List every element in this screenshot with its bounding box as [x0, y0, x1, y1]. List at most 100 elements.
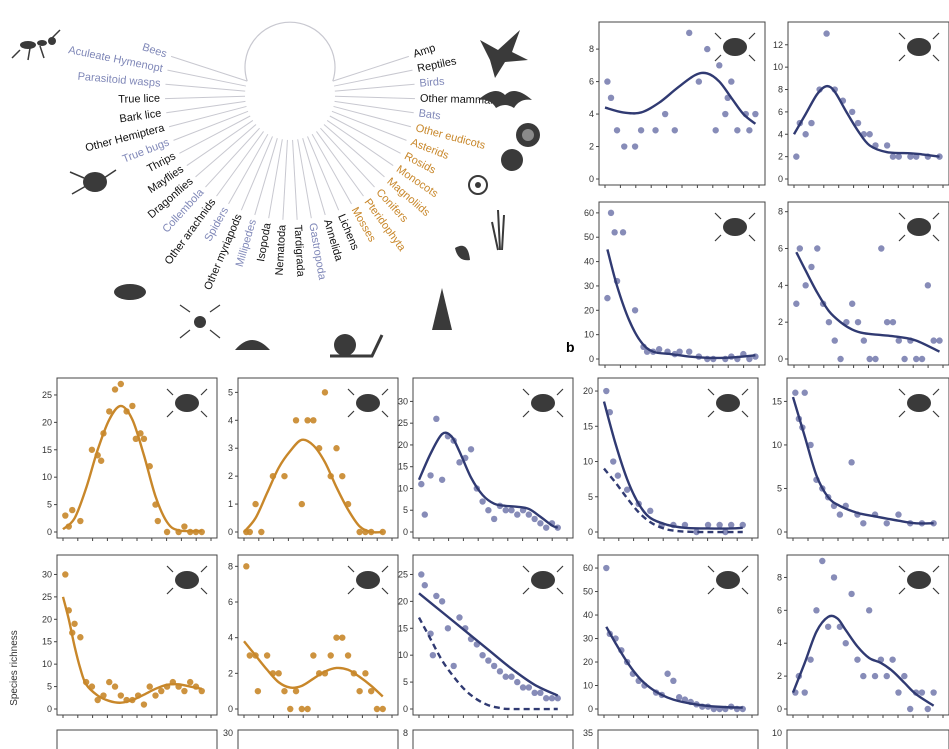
y-tick-label: 6 [589, 77, 594, 87]
y-tick-label: 0 [777, 704, 782, 714]
isopod-icon [114, 284, 146, 300]
data-point [739, 521, 746, 529]
tree-label: Parasitoid wasps [77, 71, 161, 90]
data-point [373, 705, 381, 713]
data-point [906, 705, 914, 713]
y-tick-label: 50 [584, 232, 594, 242]
data-point [930, 689, 937, 696]
moss-icon [347, 388, 389, 418]
data-point [152, 692, 159, 699]
data-point [614, 472, 622, 479]
tree-branch [329, 115, 401, 154]
y-tick-label: 25 [398, 418, 408, 428]
data-point [837, 355, 844, 363]
y-tick-label: 8 [589, 44, 594, 54]
spider-icon [714, 32, 756, 62]
data-point [901, 672, 908, 680]
data-point [631, 143, 639, 150]
data-point [610, 458, 617, 465]
data-point [801, 689, 808, 696]
y-tick-label: 4 [228, 415, 233, 425]
y-tick-label: 2 [228, 471, 233, 481]
tree-branch [165, 95, 246, 100]
tree-branch [323, 124, 385, 178]
y-tick-label: 0 [589, 354, 594, 364]
fly-icon [898, 565, 940, 595]
y-tick-label: 8 [228, 561, 233, 571]
tree-branch [311, 133, 352, 205]
data-point [883, 672, 890, 680]
y-tick-label: 10 [42, 472, 52, 482]
tree-branch [170, 55, 248, 82]
tree-branch [282, 139, 288, 220]
data-point [637, 127, 645, 134]
tree-label: Nematoda [274, 224, 289, 276]
data-point [263, 652, 271, 659]
data-point [675, 694, 683, 701]
data-point [287, 705, 294, 713]
data-point [292, 687, 300, 695]
data-point [379, 705, 386, 713]
data-point [525, 684, 533, 691]
data-point [693, 528, 700, 536]
data-point [866, 131, 873, 138]
data-point [537, 689, 544, 697]
data-point [514, 511, 521, 518]
data-point [433, 592, 440, 600]
y-tick-label: 20 [42, 614, 52, 624]
data-point [77, 634, 84, 641]
data-point [154, 517, 162, 525]
data-point [860, 520, 867, 527]
chart-panel: 0 10 20 30 40 50 60 [583, 554, 759, 718]
partial-panel: 10 [772, 728, 949, 749]
data-point [871, 672, 879, 680]
data-point [106, 678, 113, 686]
data-point [808, 263, 815, 271]
data-point [140, 435, 148, 443]
data-point [327, 652, 334, 659]
chart-panel: 0 5 10 15 20 25 [42, 377, 218, 541]
tree-branch [307, 136, 340, 211]
y-tick-label: 30 [398, 396, 408, 406]
data-point [836, 511, 844, 518]
y-tick-label: 30 [583, 634, 593, 644]
tree-branch [216, 131, 264, 197]
tree-branch [268, 139, 283, 219]
data-point [860, 672, 867, 680]
beetle-bug-icon [522, 565, 564, 595]
y-tick-label: 20 [584, 305, 594, 315]
data-point [752, 110, 759, 118]
tree-label: Bats [418, 107, 442, 122]
y-tick-label: 8 [777, 572, 782, 582]
y-tick-label: 15 [772, 396, 782, 406]
y-tick-label: 0 [47, 527, 52, 537]
fit-curve [243, 438, 383, 534]
y-tick-label: 35 [583, 728, 593, 738]
data-point [281, 687, 288, 695]
data-point [304, 705, 311, 713]
data-point [895, 511, 902, 518]
data-point [895, 689, 902, 696]
partial-bottom-row: 30 8 35 10 [56, 728, 949, 749]
data-point [746, 127, 753, 134]
panel-frame [412, 729, 574, 749]
data-point [97, 457, 105, 464]
millipede-icon [235, 340, 270, 350]
y-tick-label: 50 [583, 587, 593, 597]
data-point [111, 683, 119, 690]
tree-branch [331, 110, 407, 141]
data-point [607, 94, 615, 102]
data-point [813, 607, 820, 614]
data-point [854, 656, 861, 663]
y-tick-label: 2 [778, 317, 783, 327]
tree-branch [302, 138, 326, 216]
data-point [117, 380, 125, 388]
fit-curve [418, 592, 559, 697]
bug-icon [69, 169, 117, 195]
data-point [163, 528, 171, 536]
data-point [479, 651, 486, 659]
y-tick-label: 10 [772, 440, 782, 450]
tree-branch [334, 69, 413, 87]
data-point [542, 524, 550, 531]
